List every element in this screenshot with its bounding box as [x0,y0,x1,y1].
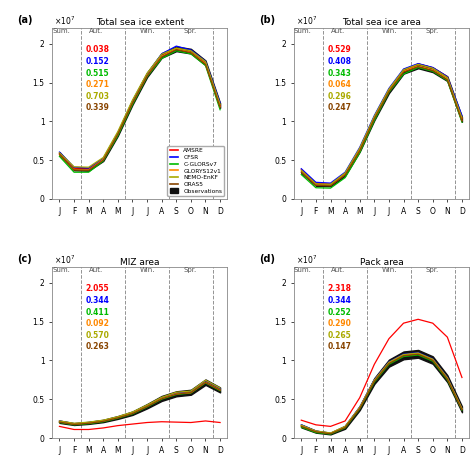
Text: 0.344: 0.344 [328,296,351,305]
Text: 0.263: 0.263 [86,342,109,351]
Text: 0.343: 0.343 [328,69,351,78]
Text: $\times 10^7$: $\times 10^7$ [54,253,75,266]
Text: 0.411: 0.411 [86,308,109,317]
Text: 0.265: 0.265 [328,331,351,340]
Text: (d): (d) [259,253,275,264]
Text: $\times 10^7$: $\times 10^7$ [54,15,75,27]
Text: 0.290: 0.290 [328,319,351,328]
Text: Sum.: Sum. [52,268,70,273]
Text: (c): (c) [17,253,32,264]
Text: 0.515: 0.515 [86,69,109,78]
Text: Sum.: Sum. [294,28,312,34]
Text: 0.252: 0.252 [328,308,351,317]
Text: Sum.: Sum. [52,28,70,34]
Text: 0.339: 0.339 [86,104,109,113]
Text: Win.: Win. [140,28,155,34]
Text: (a): (a) [17,15,33,24]
Text: Spr.: Spr. [426,268,439,273]
Text: Spr.: Spr. [183,268,197,273]
Text: 0.703: 0.703 [86,92,110,101]
Text: $\times 10^7$: $\times 10^7$ [296,15,317,27]
Title: MIZ area: MIZ area [120,258,160,267]
Text: Aut.: Aut. [330,28,345,34]
Title: Total sea ice area: Total sea ice area [342,18,421,27]
Text: Win.: Win. [382,28,397,34]
Text: Spr.: Spr. [183,28,197,34]
Text: Aut.: Aut. [330,268,345,273]
Text: 0.247: 0.247 [328,104,352,113]
Text: 0.408: 0.408 [328,57,352,66]
Text: Win.: Win. [140,268,155,273]
Title: Total sea ice extent: Total sea ice extent [96,18,184,27]
Text: 2.318: 2.318 [328,284,352,293]
Text: Spr.: Spr. [426,28,439,34]
Text: 0.064: 0.064 [328,80,351,89]
Text: 0.344: 0.344 [86,296,109,305]
Text: 0.152: 0.152 [86,57,109,66]
Text: 0.296: 0.296 [328,92,351,101]
Legend: AMSRE, CFSR, C-GLORSv7, GLORYS12v1, NEMO-EnKF, ORAS5, Observations: AMSRE, CFSR, C-GLORSv7, GLORYS12v1, NEMO… [167,146,225,196]
Text: 0.038: 0.038 [86,45,110,54]
Text: Aut.: Aut. [89,28,103,34]
Text: 0.271: 0.271 [86,80,110,89]
Text: 0.147: 0.147 [328,342,352,351]
Text: (b): (b) [259,15,275,24]
Title: Pack area: Pack area [360,258,403,267]
Text: 0.092: 0.092 [86,319,109,328]
Text: Aut.: Aut. [89,268,103,273]
Text: Sum.: Sum. [294,268,312,273]
Text: $\times 10^7$: $\times 10^7$ [296,253,317,266]
Text: 0.570: 0.570 [86,331,109,340]
Text: 2.055: 2.055 [86,284,109,293]
Text: Win.: Win. [382,268,397,273]
Text: 0.529: 0.529 [328,45,351,54]
